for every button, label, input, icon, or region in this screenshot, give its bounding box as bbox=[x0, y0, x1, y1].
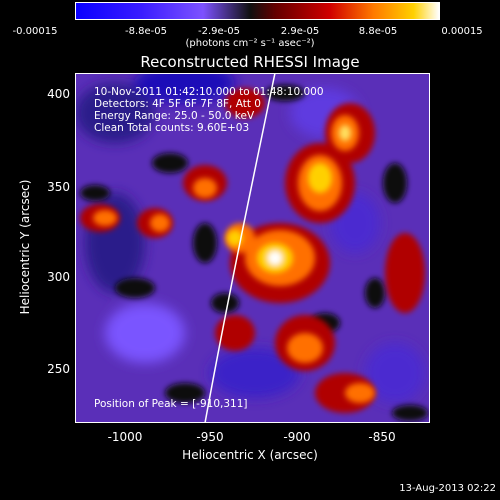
plot-title: Reconstructed RHESSI Image bbox=[140, 53, 360, 71]
colorbar-tick: 0.00015 bbox=[441, 26, 483, 37]
colorbar-tick: -0.00015 bbox=[12, 26, 58, 37]
y-tick-label: 400 bbox=[47, 87, 70, 101]
colorbar-tick: 8.8e-05 bbox=[358, 26, 398, 37]
y-tick-label: 350 bbox=[47, 180, 70, 194]
x-axis-label: Heliocentric X (arcsec) bbox=[182, 448, 318, 462]
y-tick-label: 300 bbox=[47, 270, 70, 284]
x-tick-label: -950 bbox=[196, 430, 224, 444]
colorbar-units-label: (photons cm⁻² s⁻¹ asec⁻²) bbox=[185, 38, 315, 49]
x-tick-label: -1000 bbox=[107, 430, 143, 444]
info-line: 10-Nov-2011 01:42:10.000 to 01:48:10.000 bbox=[94, 86, 324, 98]
colorbar bbox=[75, 2, 440, 20]
observation-info: 10-Nov-2011 01:42:10.000 to 01:48:10.000… bbox=[94, 86, 324, 134]
colorbar-tick: -2.9e-05 bbox=[198, 26, 240, 37]
x-tick-label: -900 bbox=[283, 430, 311, 444]
info-line: Clean Total counts: 9.60E+03 bbox=[94, 122, 250, 134]
colorbar-tick: -8.8e-05 bbox=[125, 26, 167, 37]
y-axis-label: Heliocentric Y (arcsec) bbox=[18, 179, 32, 315]
colorbar-ticks: -0.00015 -8.8e-05 -2.9e-05 2.9e-05 8.8e-… bbox=[0, 20, 500, 37]
peak-position-label: Position of Peak = [-910,311] bbox=[94, 398, 248, 410]
info-line: Energy Range: 25.0 - 50.0 keV bbox=[94, 110, 255, 122]
timestamp: 13-Aug-2013 02:22 bbox=[399, 483, 496, 494]
y-tick-label: 250 bbox=[47, 362, 70, 376]
info-line: Detectors: 4F 5F 6F 7F 8F, Att 0 bbox=[94, 98, 261, 110]
rhessi-image bbox=[75, 73, 430, 423]
x-tick-label: -850 bbox=[368, 430, 396, 444]
colorbar-tick: 2.9e-05 bbox=[280, 26, 320, 37]
